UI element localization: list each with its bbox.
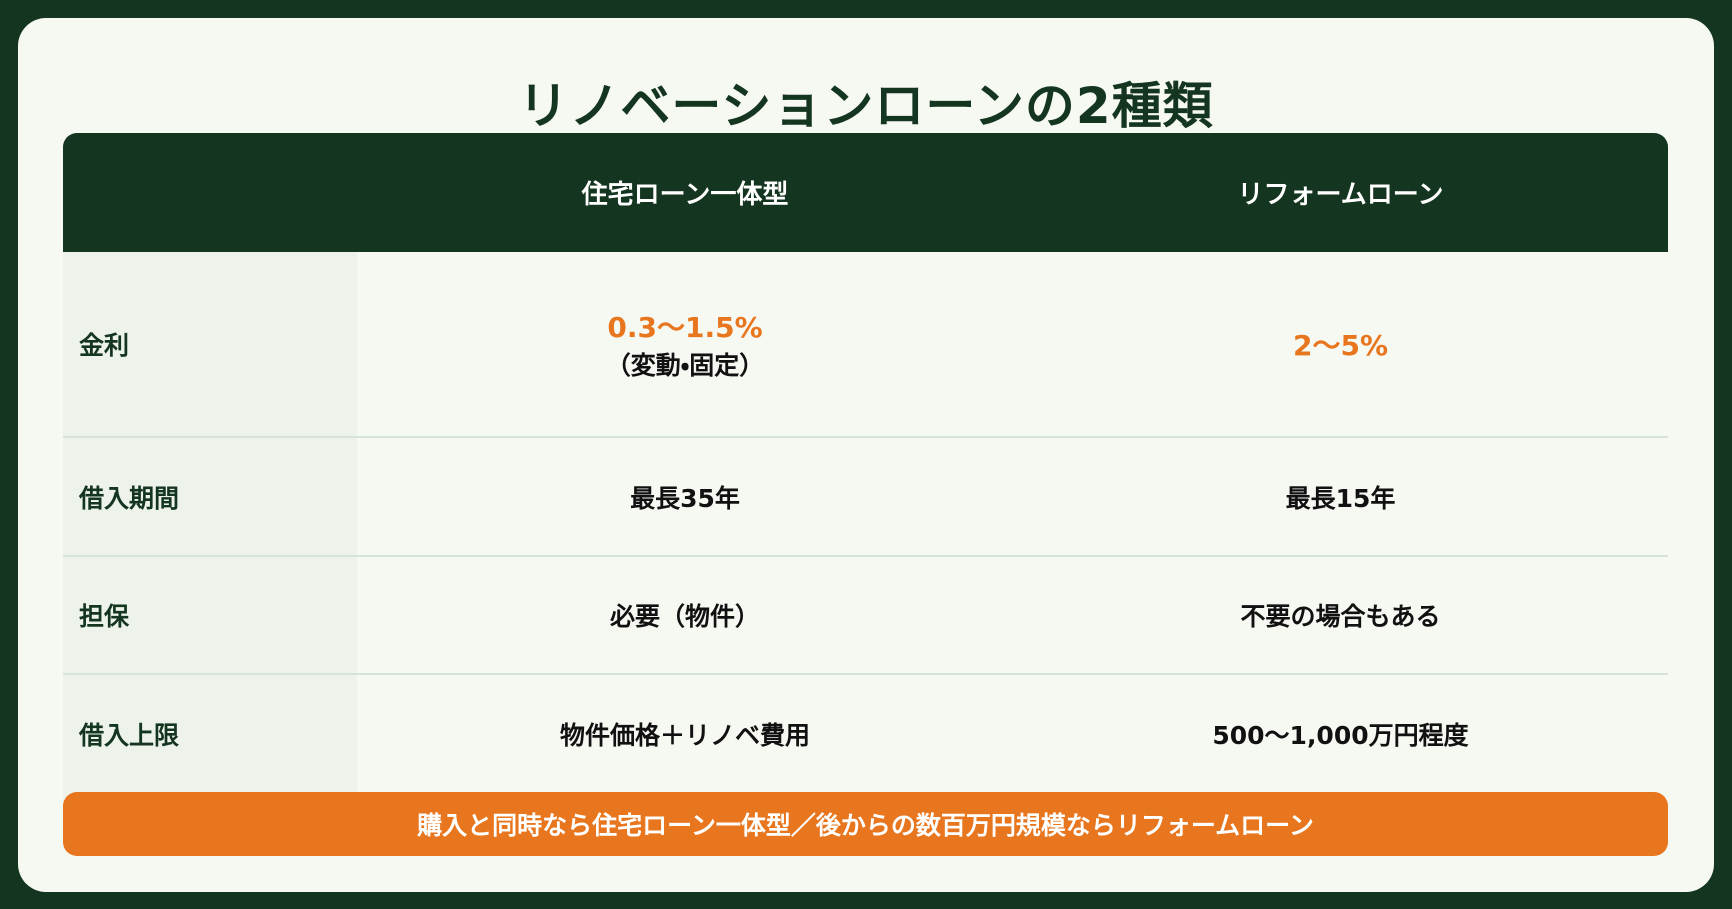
table-cell: 不要の場合もある <box>1240 602 1441 631</box>
table-row: 借入期間 最長35年 最長15年 <box>63 438 1668 557</box>
table-cell: 2〜5% <box>1013 252 1668 436</box>
column-header: 住宅ローン一体型 <box>581 180 789 210</box>
column-header: リフォームローン <box>1237 180 1444 210</box>
title: リノベーションローンの2種類 <box>518 77 1214 135</box>
table-cell: 500〜1,000万円程度 <box>1212 720 1469 750</box>
table-cell: 最長35年 <box>630 483 740 513</box>
table-cell: 0.3〜1.5% （変動・固定） <box>357 252 1013 436</box>
card: リノベーションローンの2種類 住宅ローン一体型 リフォームローン 金利 0.3〜… <box>18 18 1714 892</box>
rate-note: （変動・固定） <box>605 351 765 380</box>
comparison-table: 住宅ローン一体型 リフォームローン 金利 0.3〜1.5% （変動・固定） 2〜… <box>63 133 1668 810</box>
table-row: 金利 0.3〜1.5% （変動・固定） 2〜5% <box>63 252 1668 438</box>
table-cell: 最長15年 <box>1285 483 1396 513</box>
table-row: 担保 必要（物件） 不要の場合もある <box>63 557 1668 675</box>
row-label: 金利 <box>79 331 130 360</box>
table-cell: 必要（物件） <box>609 602 760 631</box>
row-label: 借入期間 <box>79 483 180 513</box>
row-label: 担保 <box>79 602 130 631</box>
summary-banner: 購入と同時なら住宅ローン一体型／後からの数百万円規模ならリフォームローン <box>63 792 1668 856</box>
table-row: 借入上限 物件価格＋リノベ費用 500〜1,000万円程度 <box>63 675 1668 792</box>
row-label: 借入上限 <box>79 720 180 750</box>
rate: 0.3〜1.5% <box>607 311 763 344</box>
label-column <box>63 252 357 810</box>
rate: 2〜5% <box>1292 329 1389 362</box>
table-cell: 物件価格＋リノベ費用 <box>559 720 810 750</box>
table-header: 住宅ローン一体型 リフォームローン <box>63 133 1668 252</box>
